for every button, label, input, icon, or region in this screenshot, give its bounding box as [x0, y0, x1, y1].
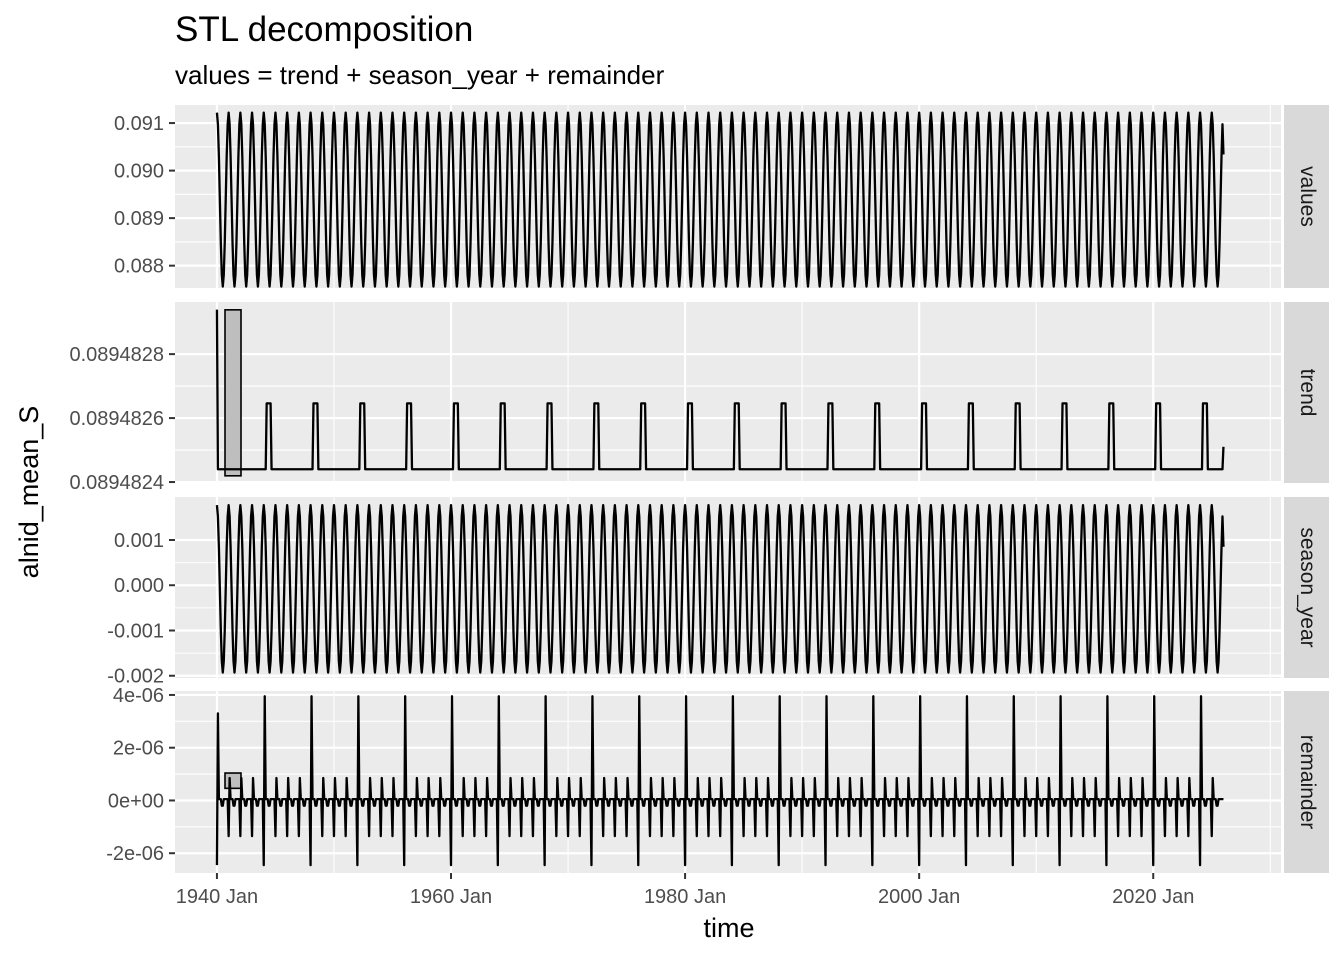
x-tick-label: 1940 Jan: [176, 886, 258, 908]
y-tick-label: -0.002: [107, 666, 164, 688]
panel-values: 0.091 0.090 0.089 0.088 values: [114, 105, 1329, 288]
series-line-values: [215, 111, 1225, 288]
series-line-remainder: [215, 695, 1224, 867]
scale-bar: [224, 309, 242, 477]
y-tick-label: -0.001: [107, 620, 164, 642]
panel-season_year: 0.001 0.000 -0.001 -0.002 season_year: [107, 497, 1329, 688]
panel-background: [175, 691, 1281, 873]
facet-strip: [1284, 302, 1329, 483]
y-tick-label: 0.000: [114, 575, 164, 597]
panel-trend: 0.0894828 0.0894826 0.0894824 trend: [69, 302, 1329, 494]
series-line-season_year: [215, 503, 1225, 674]
y-tick-label: 4e-06: [113, 685, 164, 707]
facet-strip-label: season_year: [1296, 527, 1319, 647]
y-tick-label: 0.0894828: [69, 344, 164, 366]
panel-remainder: 4e-06 2e-06 0e+00 -2e-06 remainder: [106, 685, 1329, 873]
scale-bar: [224, 772, 242, 790]
x-axis-title: time: [703, 913, 754, 943]
x-tick-label: 1980 Jan: [644, 886, 726, 908]
y-tick-label: 0.001: [114, 530, 164, 552]
series-line-trend: [215, 309, 1225, 471]
y-tick-label: 0.089: [114, 208, 164, 230]
x-tick-label: 1960 Jan: [410, 886, 492, 908]
chart-title: STL decomposition: [175, 10, 473, 49]
y-tick-label: -2e-06: [106, 843, 164, 865]
facet-panels: 0.0910.0900.0890.088values0.08948280.089…: [69, 105, 1329, 908]
facet-strip-label: values: [1296, 166, 1319, 227]
facet-strip: [1284, 105, 1329, 288]
facet-strip: [1284, 497, 1329, 678]
y-tick-label: 0.091: [114, 113, 164, 135]
y-tick-label: 0.088: [114, 256, 164, 278]
facet-strip: [1284, 691, 1329, 873]
facet-strip-label: trend: [1296, 369, 1319, 417]
chart-subtitle: values = trend + season_year + remainder: [175, 60, 665, 90]
facet-strip-label: remainder: [1296, 735, 1319, 830]
y-tick-label: 0.0894826: [69, 408, 164, 430]
x-tick-label: 2000 Jan: [878, 886, 960, 908]
y-axis-title: alnid_mean_S: [14, 406, 44, 579]
y-tick-label: 0e+00: [108, 790, 164, 812]
y-tick-label: 0.090: [114, 161, 164, 183]
x-tick-label: 2020 Jan: [1112, 886, 1194, 908]
y-tick-label: 2e-06: [113, 738, 164, 760]
x-axis: 1940 Jan 1960 Jan 1980 Jan 2000 Jan 2020 Jan: [176, 873, 1194, 908]
y-tick-label: 0.0894824: [69, 472, 164, 494]
